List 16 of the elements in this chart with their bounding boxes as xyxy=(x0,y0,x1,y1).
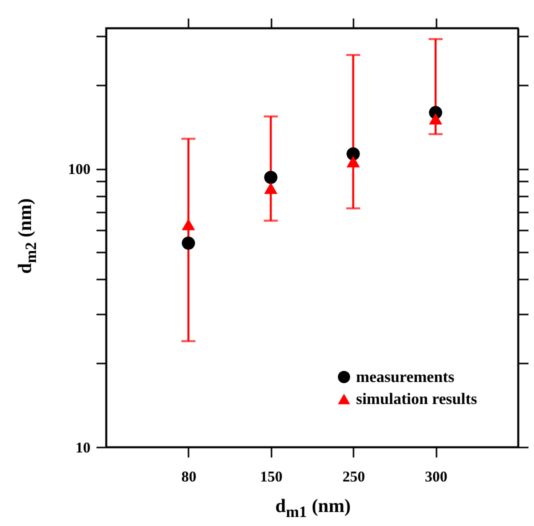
point xyxy=(182,218,195,230)
point xyxy=(264,170,278,184)
legend-label: measurements xyxy=(356,369,454,386)
x-axis-title: d$_{m1}$ (nm) xyxy=(275,496,351,522)
x-tick-label: 250 xyxy=(342,470,365,486)
y-tick-label: 100 xyxy=(68,162,90,178)
point xyxy=(346,147,360,160)
point xyxy=(264,182,278,194)
point xyxy=(182,236,195,250)
y-tick-label: 10 xyxy=(76,440,90,456)
point xyxy=(346,156,360,168)
x-tick-label: 150 xyxy=(260,470,283,486)
point xyxy=(429,113,442,124)
x-tick-label: 80 xyxy=(181,470,196,486)
x-tick-label: 300 xyxy=(424,470,448,486)
legend-label: simulation results xyxy=(356,391,478,408)
